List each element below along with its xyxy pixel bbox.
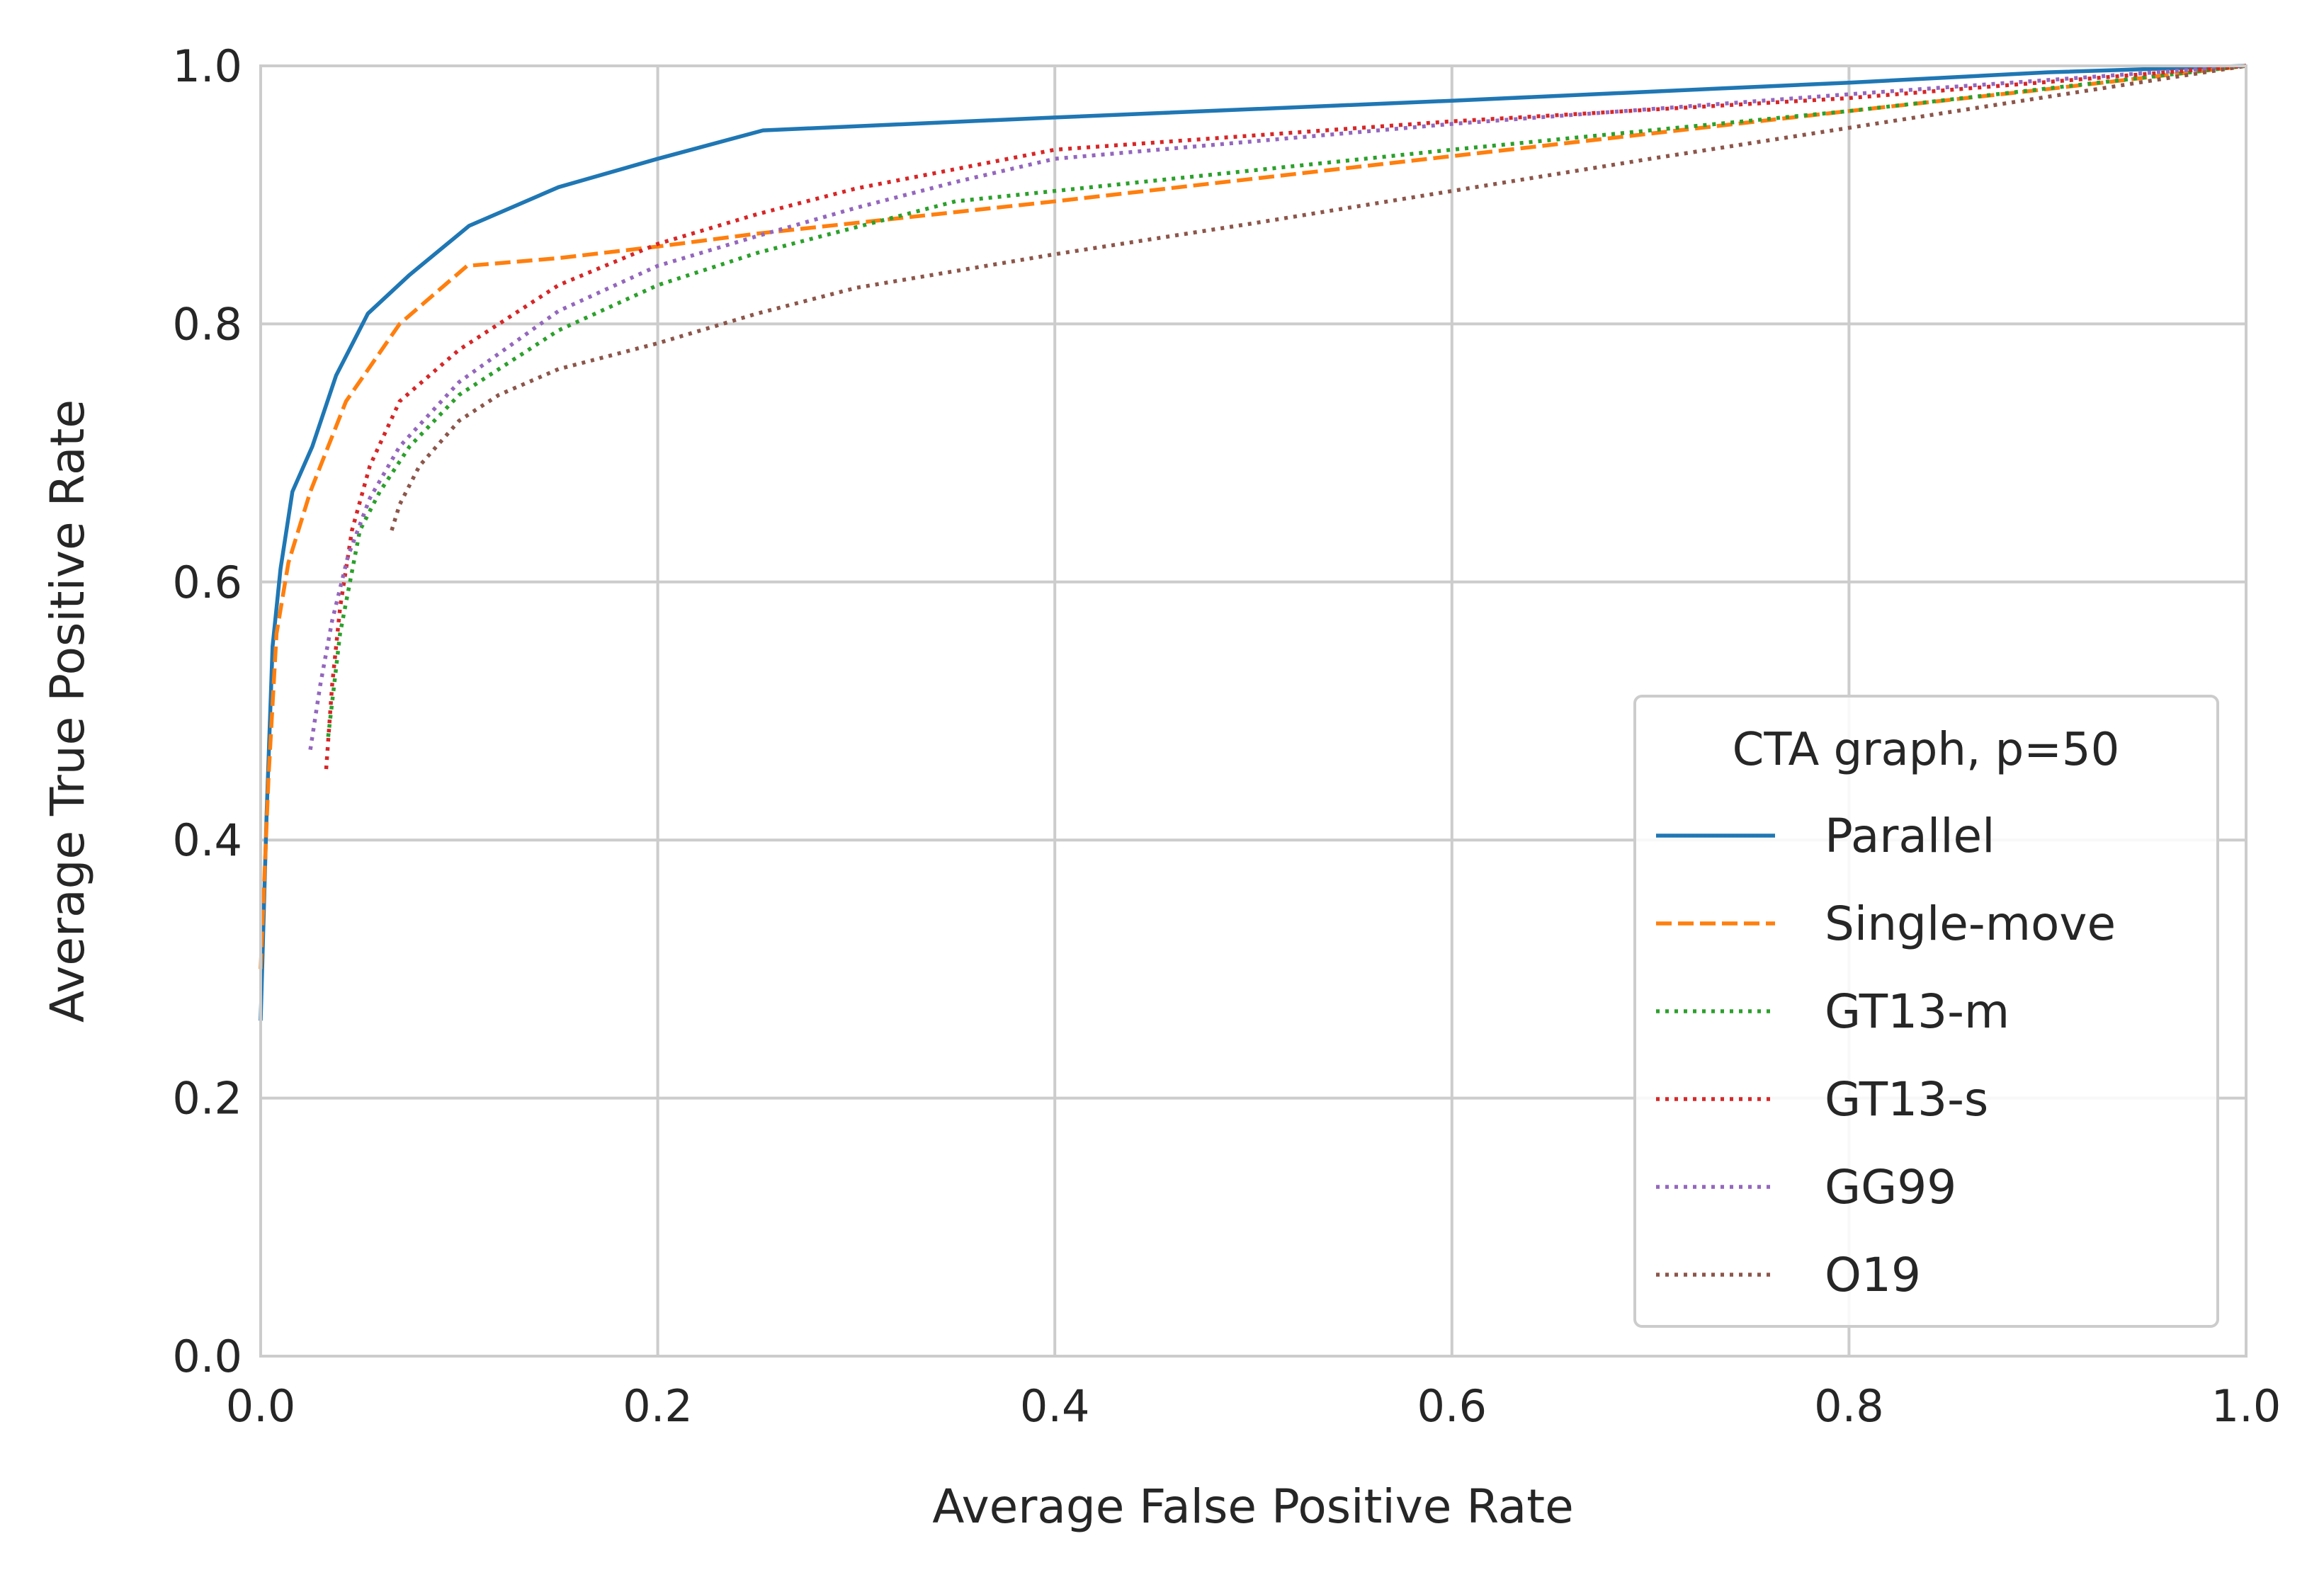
y-tick-label: 0.6 [172,557,242,608]
x-tick-label: 0.0 [226,1380,296,1432]
y-tick-label: 1.0 [172,40,242,92]
y-axis-label: Average True Positive Rate [40,399,95,1023]
x-tick-label: 0.4 [1020,1380,1090,1432]
legend-label-gt13-m: GT13-m [1825,984,2010,1039]
y-tick-label: 0.2 [172,1073,242,1125]
x-tick-label: 0.2 [623,1380,693,1432]
y-tick-label: 0.8 [172,298,242,350]
legend-label-gt13-s: GT13-s [1825,1072,1988,1127]
y-tick-label: 0.4 [172,814,242,866]
x-axis-label: Average False Positive Rate [932,1479,1573,1534]
roc-chart: 0.0 0.2 0.4 0.6 0.8 1.0 0.0 0.2 0.4 0.6 0.8 1.0 Ave… [0,0,2324,1570]
legend-title: CTA graph, p=50 [1733,724,2120,776]
y-tick-label: 0.0 [172,1331,242,1382]
legend-label-gg99: GG99 [1825,1160,1956,1215]
legend-label-o19: O19 [1825,1248,1921,1302]
x-tick-label: 0.8 [1814,1380,1884,1432]
legend: CTA graph, p=50 Parallel Single-move GT13-… [1635,696,2218,1326]
x-tick-label: 0.6 [1417,1380,1487,1432]
x-tick-label: 1.0 [2211,1380,2282,1432]
legend-label-single-move: Single-move [1825,897,2116,951]
legend-label-parallel: Parallel [1825,809,1995,863]
